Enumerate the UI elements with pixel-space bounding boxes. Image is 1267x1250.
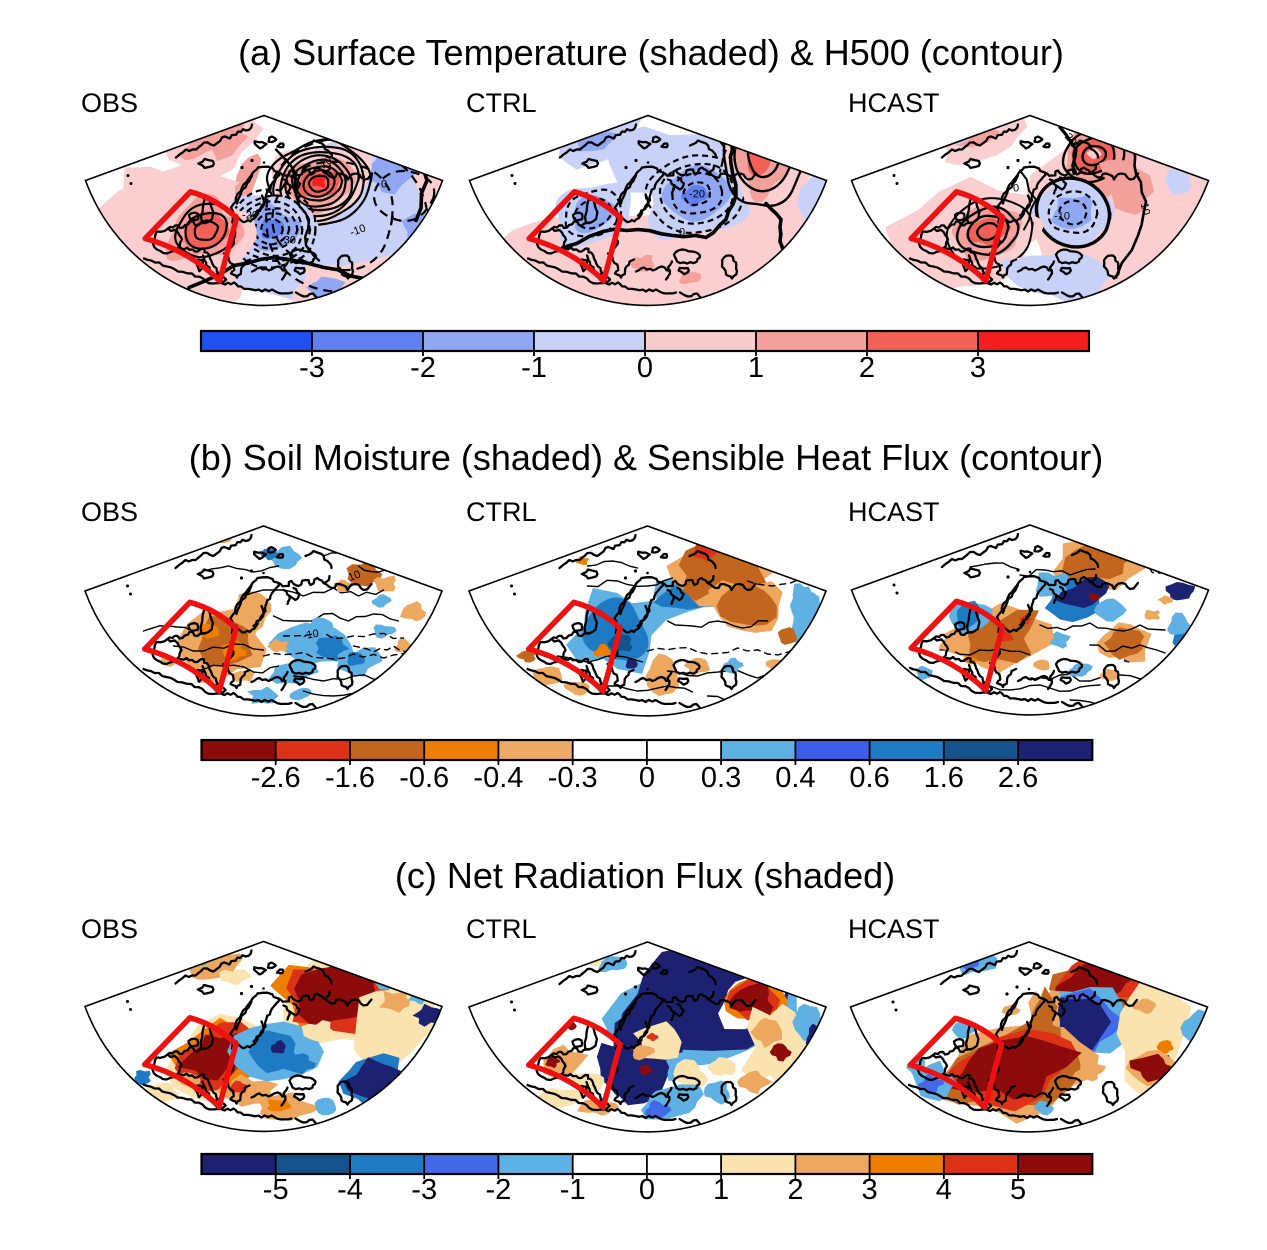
svg-text:-3: -3 <box>411 1174 437 1206</box>
svg-text:-30: -30 <box>280 235 296 247</box>
svg-text:3: 3 <box>970 352 986 384</box>
svg-text:CTRL: CTRL <box>466 914 537 944</box>
svg-text:-1.6: -1.6 <box>325 762 375 794</box>
svg-text:3: 3 <box>862 1174 878 1206</box>
svg-text:-5: -5 <box>263 1174 289 1206</box>
svg-text:0: 0 <box>381 179 387 191</box>
svg-text:OBS: OBS <box>81 914 138 944</box>
svg-text:(b) Soil Moisture (shaded) & S: (b) Soil Moisture (shaded) & Sensible He… <box>189 437 1103 478</box>
svg-text:2.6: 2.6 <box>998 762 1038 794</box>
svg-text:0.3: 0.3 <box>701 762 741 794</box>
svg-text:-10: -10 <box>302 628 320 643</box>
svg-text:1: 1 <box>748 352 764 384</box>
svg-text:10: 10 <box>347 568 363 583</box>
svg-text:-2.6: -2.6 <box>251 762 301 794</box>
svg-text:1.6: 1.6 <box>924 762 964 794</box>
svg-text:-2: -2 <box>486 1174 512 1206</box>
svg-text:-10: -10 <box>1054 211 1070 223</box>
svg-text:0: 0 <box>639 1174 655 1206</box>
svg-text:10: 10 <box>1138 202 1152 216</box>
svg-text:0.4: 0.4 <box>775 762 815 794</box>
svg-text:OBS: OBS <box>81 497 138 527</box>
svg-text:HCAST: HCAST <box>848 88 940 118</box>
svg-text:2: 2 <box>787 1174 803 1206</box>
svg-text:OBS: OBS <box>81 88 138 118</box>
svg-text:(c) Net Radiation Flux (shaded: (c) Net Radiation Flux (shaded) <box>395 855 895 896</box>
svg-text:0: 0 <box>1013 183 1019 195</box>
svg-text:4: 4 <box>936 1174 952 1206</box>
svg-text:CTRL: CTRL <box>466 497 537 527</box>
svg-text:HCAST: HCAST <box>848 497 940 527</box>
svg-text:1: 1 <box>713 1174 729 1206</box>
svg-text:-2: -2 <box>410 352 436 384</box>
svg-text:0: 0 <box>639 762 655 794</box>
svg-text:HCAST: HCAST <box>848 914 940 944</box>
svg-text:CTRL: CTRL <box>466 88 537 118</box>
svg-text:5: 5 <box>1010 1174 1026 1206</box>
svg-text:-20: -20 <box>689 189 705 201</box>
svg-text:0: 0 <box>637 352 653 384</box>
svg-text:-1: -1 <box>521 352 547 384</box>
svg-text:-4: -4 <box>337 1174 363 1206</box>
svg-text:-3: -3 <box>299 352 325 384</box>
svg-text:-0.4: -0.4 <box>473 762 523 794</box>
svg-text:-0.6: -0.6 <box>399 762 449 794</box>
svg-text:0: 0 <box>679 227 685 239</box>
svg-text:-10: -10 <box>348 222 367 239</box>
svg-text:-1: -1 <box>560 1174 586 1206</box>
svg-text:(a) Surface Temperature (shade: (a) Surface Temperature (shaded) & H500 … <box>238 32 1064 73</box>
svg-text:0.6: 0.6 <box>849 762 889 794</box>
svg-text:2: 2 <box>859 352 875 384</box>
svg-text:-0.3: -0.3 <box>548 762 598 794</box>
